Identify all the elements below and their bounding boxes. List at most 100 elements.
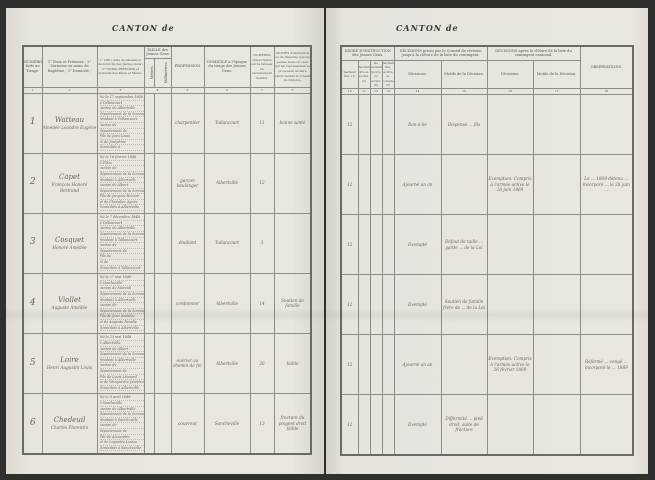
profession: charpentier <box>170 92 205 154</box>
col-motifs-decision: Motifs de la Décision. <box>440 59 488 90</box>
council-decision-motif <box>440 154 488 216</box>
col-decisions-conseil: DÉCISIONS prises par le Conseil de révis… <box>393 45 488 61</box>
birth-line: Fils de Louis Léonard <box>99 375 143 381</box>
council-decision-motif: Soutien de famille frère de ... de la Lo… <box>440 274 488 336</box>
col-numeros: NUMÉROS d'inscription sur la tableau de … <box>249 45 275 88</box>
birth-line: Fils de Jean Amédée <box>99 314 143 321</box>
later-decision-motif <box>532 94 581 156</box>
domicile: Albertville <box>203 332 251 394</box>
birth-line: canton de Moreuil <box>99 286 143 293</box>
given-names: Amédée Léandre Eugène <box>42 124 97 130</box>
table-row: 6 Chedeuil Charles Florentin Né le 9 avril … <box>22 392 312 455</box>
registration-number: 26 <box>249 332 275 394</box>
observations: Réformé ... congé ... incorporé le ... 1… <box>579 334 634 396</box>
birth-line: département de <box>99 129 143 135</box>
table-row: 2 Capet François Honoré Bertrand Né le 18 f… <box>22 152 312 214</box>
height-millimetres <box>153 152 172 214</box>
education-sub <box>381 334 395 396</box>
profession: cordonnier <box>170 272 205 334</box>
domicile: Sancheville <box>203 392 251 455</box>
birth-line: Fils de <box>99 254 143 260</box>
birth-line: département de <box>99 369 143 375</box>
right-page: CANTON de DEGRÉ D'INSTRUCTION des Jeunes… <box>326 8 648 474</box>
registration-number: 11 <box>249 92 275 154</box>
height-millimetres <box>153 332 172 394</box>
education-sub <box>357 214 371 276</box>
table-row: 12 Ajourné un an Exemption. Compris à l'ar… <box>340 334 634 396</box>
birth-line: département de <box>99 249 143 255</box>
birth-details: Né le 27 mai 1848 à Sancheville canton de … <box>96 272 145 334</box>
exemption-motifs <box>273 212 312 274</box>
birth-line: département de la Somme <box>99 111 144 118</box>
col-millimetres: Millimètres. <box>153 57 172 88</box>
profession: garçon boulanger <box>170 152 205 214</box>
domicile: Tollancourt <box>203 212 251 274</box>
education-sub <box>369 214 383 276</box>
education-sub <box>357 334 371 396</box>
birth-line: à Albertville <box>99 341 143 347</box>
birth-line: canton de Albert <box>99 183 143 189</box>
row-number: 6 <box>22 392 43 455</box>
later-decision-motif <box>532 154 581 216</box>
later-decision <box>486 394 534 456</box>
later-decision-motif <box>532 214 581 276</box>
council-decision: Ajourné un an <box>393 334 442 396</box>
col-numero: NUMÉROS tirés au Tirage. <box>22 45 43 88</box>
birth-line: canton de Albertville <box>99 226 143 232</box>
row-number: 3 <box>22 212 43 274</box>
council-decision: Ajourné un an <box>393 154 442 216</box>
row-number: 5 <box>22 332 43 394</box>
council-decision-motif: Dispensé ... fils <box>440 94 488 156</box>
birth-line: domiciliés à Albertville <box>99 205 143 212</box>
given-names: Honoré Amédée <box>52 244 87 250</box>
col-degre-sub: Sachant lire. (1) <box>340 59 359 90</box>
birth-line: département de la Somme <box>99 352 144 358</box>
col-degre-sub: Sachant lire et écrire. (2) <box>357 59 371 90</box>
council-decision: Bon-à-lie <box>393 94 442 156</box>
council-decision: Exempté <box>393 214 442 276</box>
birth-details: Né le 17 septembre 1848 à Tollancourt cant… <box>96 92 145 154</box>
birth-line: département de la Somme <box>99 412 144 418</box>
exemption-motifs: faible <box>273 332 312 394</box>
birth-line: et de <box>99 260 143 266</box>
surname: Watteau <box>54 115 85 124</box>
conscript-name-cell: Viollet Auguste Amédée <box>41 272 98 334</box>
education-sub <box>357 274 371 336</box>
surname: Cosquet <box>54 235 85 244</box>
col-lieu: 1° LIEU, date de naissance, du domicile … <box>96 45 145 88</box>
birth-details: Né le 18 février 1848 à Tôtes canton de dép… <box>96 152 145 214</box>
given-names: François Honoré Bertrand <box>51 182 88 193</box>
later-decision <box>486 214 534 276</box>
birth-line: à Sancheville <box>99 401 143 407</box>
observations <box>579 394 634 456</box>
given-names: Henri Augustin Louis <box>46 365 93 371</box>
height-metres <box>143 332 155 394</box>
domicile: Albertville <box>203 152 251 214</box>
exemption-motifs: bonne santé <box>273 92 312 154</box>
profession: couvreur <box>170 392 205 455</box>
birth-line: canton de <box>99 423 143 430</box>
table-row: 12 Exempté Soutien de famille frère de ...… <box>340 274 634 336</box>
domicile: Tollancourt <box>203 92 251 154</box>
registration-number: 13 <box>249 392 275 455</box>
council-decision: Exempté <box>393 394 442 456</box>
given-names: Auguste Amédée <box>51 305 88 311</box>
birth-line: canton de <box>99 363 143 369</box>
table-row: 5 Loire Henri Augustin Louis Né le 23 mai 1… <box>22 332 312 394</box>
surname: Viollet <box>58 296 81 305</box>
col-decisions-apres: DÉCISIONS après la clôture de la liste d… <box>486 45 581 61</box>
row-number: 4 <box>22 272 43 334</box>
education-degree: 12 <box>340 94 359 156</box>
col-domicile: DOMICILE à l'époque du tirage des Jeunes… <box>203 45 251 88</box>
conscript-name-cell: Cosquet Honoré Amédée <box>41 212 98 274</box>
col-decisions: Décisions. <box>393 59 442 90</box>
birth-line: département de la Somme <box>99 308 144 315</box>
table-row: 4 Viollet Auguste Amédée Né le 27 mai 1848 à… <box>22 272 312 334</box>
birth-line: domiciliés à Tollancourt <box>99 266 143 272</box>
birth-line: Fils de Jean Louis <box>99 134 143 140</box>
observations <box>579 214 634 276</box>
later-decision: Exemption. Compris à l'armée active le 2… <box>486 334 534 396</box>
birth-line: Né le 7 décembre 1848 <box>99 215 143 221</box>
education-degree: 12 <box>340 214 359 276</box>
height-metres <box>143 92 155 154</box>
